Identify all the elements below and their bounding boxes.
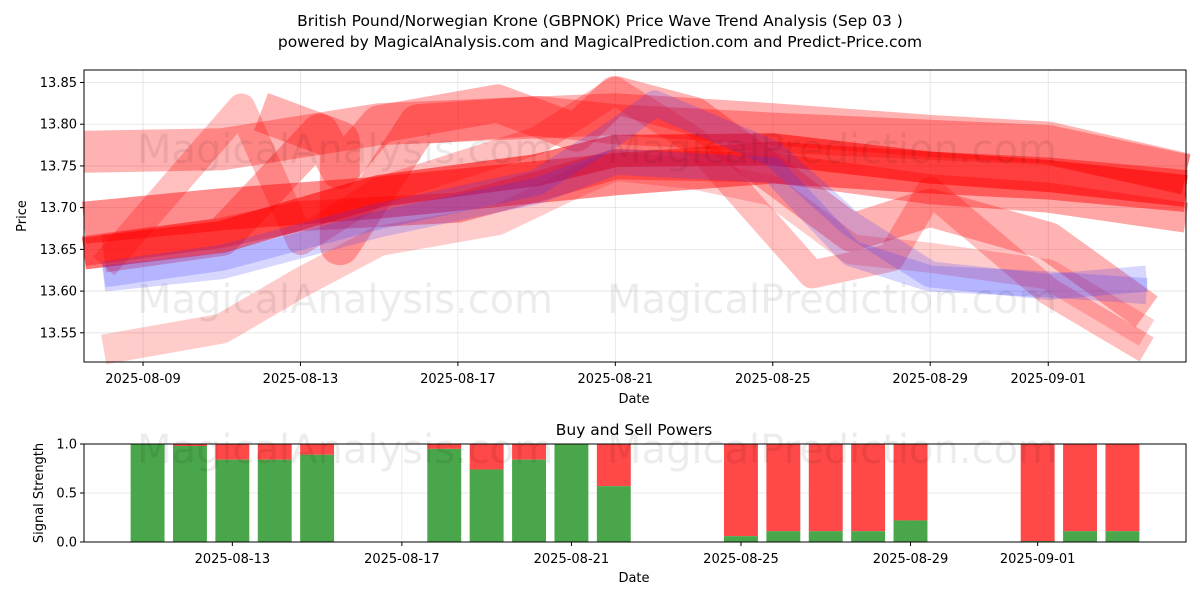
sell-power-bar: [1105, 444, 1140, 532]
top-y-tick-label: 13.75: [40, 159, 77, 174]
sell-power-bar: [893, 444, 928, 521]
buy-power-bar: [808, 531, 843, 542]
top-axes: 13.55 13.60 13.65 13.70 13.75 13.80 13.85 2025-…: [40, 76, 1086, 387]
top-plot-frame: [83, 69, 1187, 363]
wave-band-red: [101, 76, 1158, 328]
bottom-x-tick-label: 2025-08-29: [873, 552, 949, 567]
sell-power-bar: [596, 444, 631, 487]
top-x-axis-label: Date: [618, 392, 649, 407]
sell-power-bar: [257, 444, 292, 460]
top-wave-bands: [81, 76, 1191, 365]
sell-power-bar: [300, 444, 335, 455]
buy-power-bar: [724, 536, 758, 542]
bottom-bars: [130, 444, 1140, 542]
wave-band-red: [83, 93, 1191, 195]
watermark-prediction-3: MagicalPrediction.com: [607, 427, 1057, 473]
watermark-prediction-2: MagicalPrediction.com: [607, 277, 1057, 323]
bottom-x-tick-label: 2025-08-13: [195, 552, 271, 567]
sell-power-bar: [851, 444, 886, 532]
wave-band-red: [101, 150, 1155, 365]
buy-power-bar: [1063, 531, 1097, 542]
buy-power-bar: [766, 531, 801, 542]
wave-band-red: [93, 76, 1154, 362]
bottom-y-tick-label: 0.5: [56, 487, 77, 502]
buy-power-bar: [173, 445, 207, 542]
top-y-tick-label: 13.65: [40, 243, 77, 258]
buy-power-bar: [554, 444, 589, 542]
buy-power-bar: [427, 448, 462, 542]
buy-power-bar: [1105, 531, 1140, 542]
sell-power-bar: [1020, 444, 1055, 542]
bottom-y-tick-label: 1.0: [56, 438, 77, 453]
buy-power-bar: [469, 469, 504, 542]
top-x-tick-label: 2025-08-25: [735, 372, 811, 387]
top-x-tick-label: 2025-08-21: [578, 372, 654, 387]
wave-band-red: [254, 92, 1191, 266]
wave-band-red: [82, 133, 1188, 270]
watermark-prediction-1: MagicalPrediction.com: [607, 127, 1057, 173]
chart-title-line1: British Pound/Norwegian Krone (GBPNOK) P…: [297, 12, 903, 30]
buy-power-bar: [851, 531, 886, 542]
top-x-tick-label: 2025-09-01: [1010, 372, 1086, 387]
top-x-tick-label: 2025-08-13: [263, 372, 339, 387]
watermark-analysis-3: MagicalAnalysis.com: [137, 427, 553, 473]
sell-power-bar: [427, 444, 462, 449]
bottom-y-tick-label: 0.0: [56, 536, 77, 551]
sell-power-bar: [173, 444, 207, 446]
top-y-tick-label: 13.60: [40, 285, 77, 300]
buy-power-bar: [257, 459, 292, 542]
bottom-x-tick-label: 2025-09-01: [1000, 552, 1076, 567]
buy-power-bar: [512, 459, 546, 542]
top-y-tick-label: 13.80: [40, 118, 77, 133]
wave-band-blue: [102, 148, 1148, 305]
sell-power-bar: [1063, 444, 1097, 532]
bottom-watermarks: MagicalAnalysis.com MagicalPrediction.co…: [137, 427, 1057, 473]
wave-band-blue: [101, 90, 1148, 300]
bottom-x-tick-label: 2025-08-17: [364, 552, 440, 567]
bottom-x-tick-label: 2025-08-25: [703, 552, 779, 567]
top-y-tick-label: 13.85: [40, 76, 77, 91]
watermark-analysis-2: MagicalAnalysis.com: [137, 277, 553, 323]
top-x-tick-label: 2025-08-29: [892, 372, 968, 387]
sell-power-bar: [766, 444, 801, 532]
sell-power-bar: [469, 444, 504, 470]
bottom-chart-title: Buy and Sell Powers: [556, 421, 713, 439]
top-x-tick-label: 2025-08-17: [420, 372, 496, 387]
buy-power-bar: [596, 486, 631, 542]
top-watermarks: MagicalAnalysis.com MagicalPrediction.co…: [137, 127, 1057, 323]
sell-power-bar: [215, 444, 250, 460]
buy-power-bar: [893, 520, 928, 542]
bottom-axes: 0.0 0.5 1.0 2025-08-13 2025-08-17 2025-08-21 2…: [56, 438, 1075, 568]
watermark-analysis-1: MagicalAnalysis.com: [137, 127, 553, 173]
wave-band-red: [82, 149, 1189, 266]
buy-power-bar: [215, 459, 250, 542]
buy-power-bar: [130, 444, 165, 542]
top-y-tick-label: 13.55: [40, 326, 77, 341]
top-y-axis-label: Price: [15, 200, 30, 232]
chart-title-line2: powered by MagicalAnalysis.com and Magic…: [278, 33, 922, 51]
sell-power-bar: [512, 444, 546, 460]
top-y-tick-label: 13.70: [40, 201, 77, 216]
bottom-y-axis-label: Signal Strength: [32, 443, 47, 543]
bottom-x-tick-label: 2025-08-21: [534, 552, 610, 567]
top-x-tick-label: 2025-08-09: [105, 372, 181, 387]
buy-power-bar: [300, 454, 335, 542]
bottom-x-axis-label: Date: [618, 571, 649, 586]
sell-power-bar: [808, 444, 843, 532]
sell-power-bar: [724, 444, 758, 537]
